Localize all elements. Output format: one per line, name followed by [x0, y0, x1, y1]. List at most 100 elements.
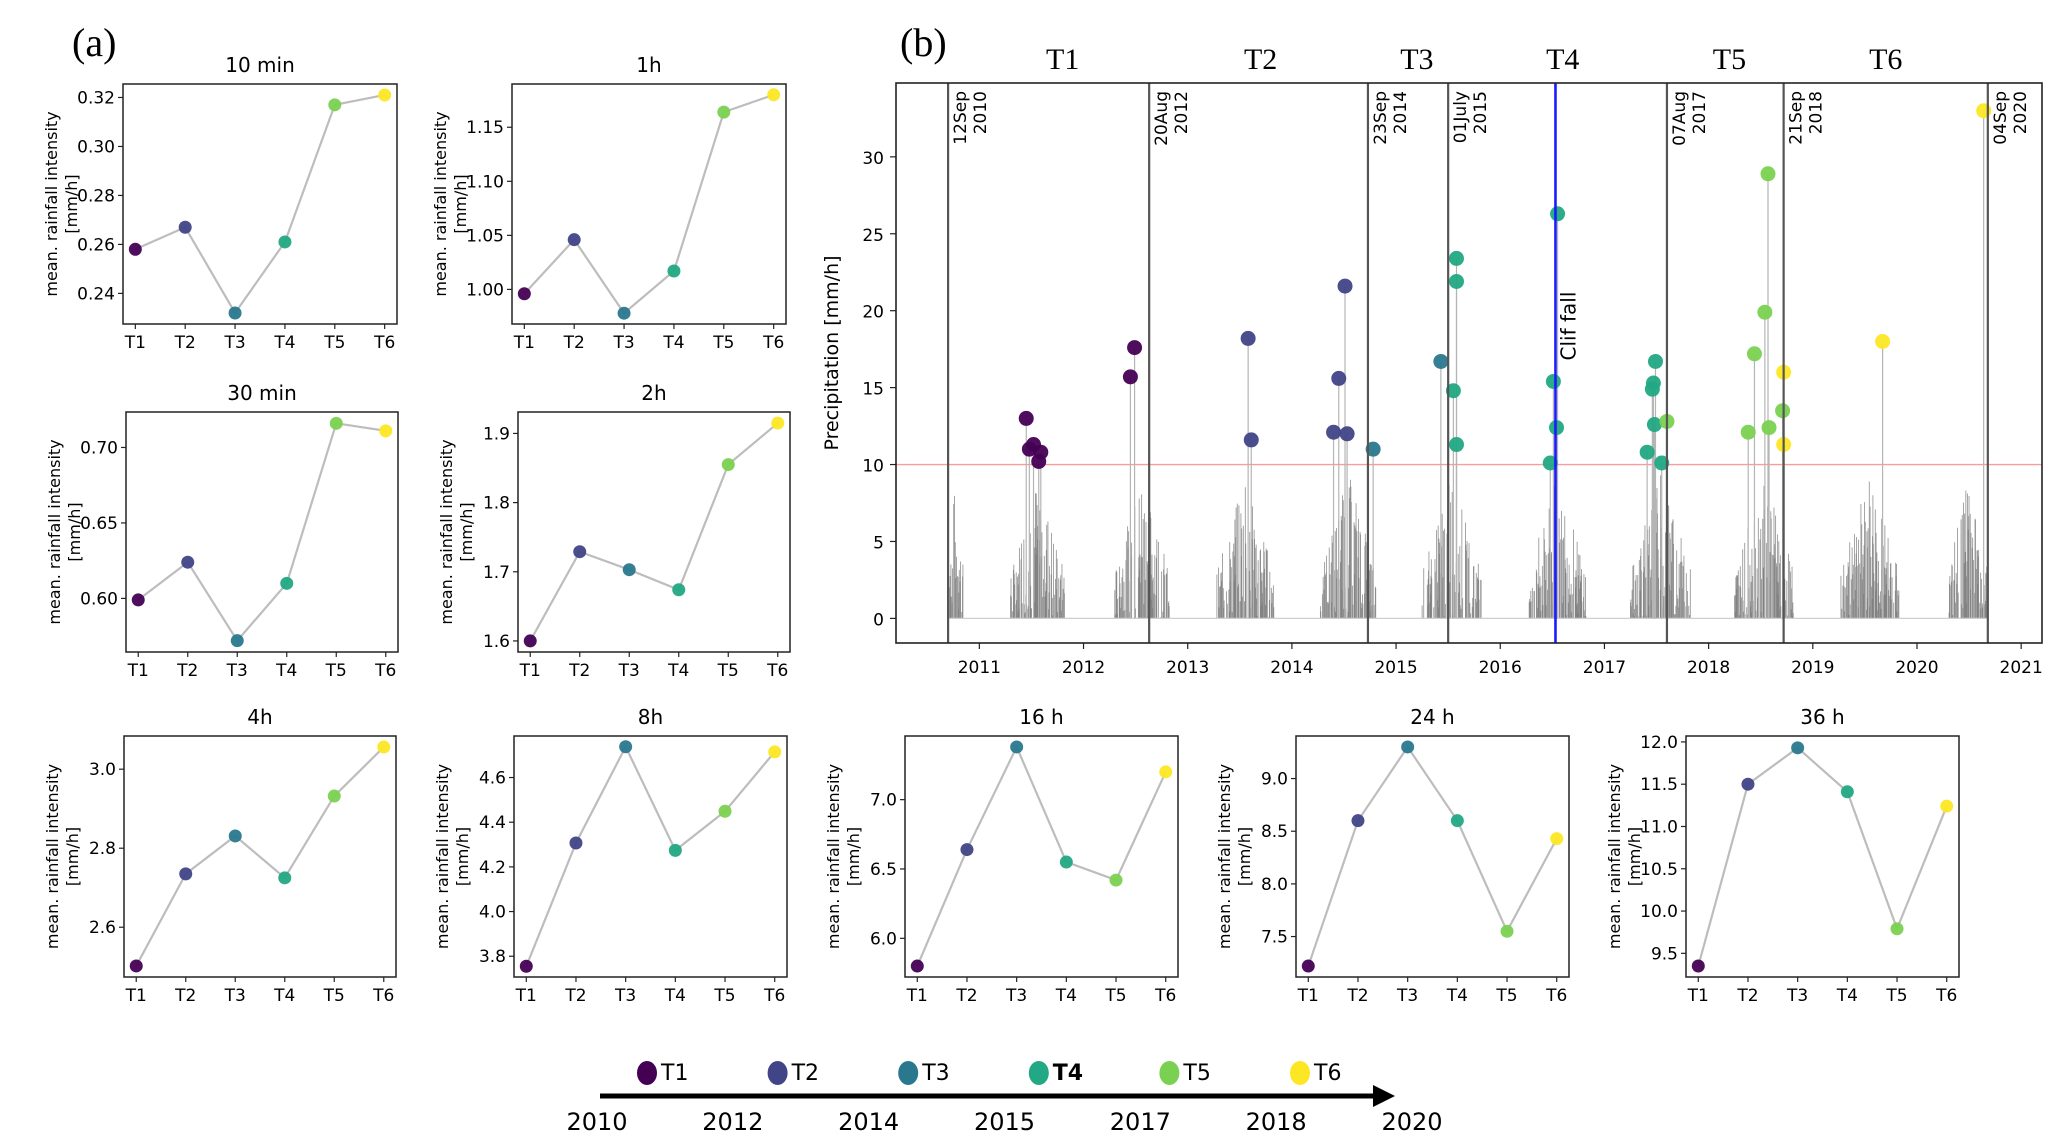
- event-point-T4: [1639, 444, 1655, 460]
- plot-frame: [517, 411, 791, 653]
- event-point-T4: [1645, 375, 1661, 391]
- boundary-date-label: 23Sep2014: [1371, 91, 1411, 145]
- plot-frame: [511, 83, 787, 325]
- y-tick-label: 1.15: [466, 118, 504, 138]
- y-tick-label: 1.00: [466, 280, 504, 300]
- y-tick-label: 10.5: [1640, 860, 1678, 880]
- chart-4h: 4h 2.6 2.8 3.0 T1 T2 T3 T4 T5 T6 mean. rainfall in…: [43, 705, 397, 1006]
- y-tick-label: 0.24: [77, 284, 115, 304]
- x-tick-label: 2014: [1270, 658, 1313, 678]
- event-point-T5: [1761, 420, 1777, 436]
- x-tick-label: T3: [612, 333, 634, 353]
- y-tick-label: 5: [873, 533, 884, 553]
- series-line: [529, 422, 779, 642]
- y-tick-label: 8.5: [1261, 822, 1288, 842]
- event-point-T3: [1433, 353, 1449, 369]
- x-tick-label: T2: [564, 986, 586, 1006]
- event-point-T1: [1127, 340, 1143, 356]
- y-tick-label: 30: [862, 149, 884, 169]
- x-tick-label: T4: [1836, 986, 1858, 1006]
- data-point-T2: [179, 867, 193, 881]
- chart-title: 36 h: [1800, 705, 1844, 729]
- y-tick-label: 1.9: [483, 424, 510, 444]
- y-tick-label: 4.0: [479, 903, 506, 923]
- timeline-year-label: 2018: [1246, 1108, 1307, 1136]
- series-line: [137, 422, 386, 643]
- boundary-date-label: 01July2015: [1451, 91, 1491, 143]
- x-tick-label: T2: [563, 333, 585, 353]
- chart-title: 2h: [641, 381, 666, 405]
- event-point-T2: [1331, 370, 1347, 386]
- extreme-events: [1018, 103, 1992, 619]
- plot-frame: [904, 735, 1179, 978]
- data-point-T2: [1741, 777, 1755, 791]
- timeline-dot-T3: [898, 1061, 919, 1085]
- y-tick-label: 25: [862, 226, 884, 246]
- y-tick-label: 1.7: [483, 563, 510, 583]
- data-point-T6: [771, 416, 785, 430]
- timeline-year-label: 2010: [566, 1108, 627, 1136]
- data-point-T3: [230, 634, 244, 648]
- x-tick-label: T5: [1104, 986, 1126, 1006]
- series-line: [134, 93, 385, 316]
- data-point-T2: [178, 220, 192, 234]
- x-tick-label: 2021: [2000, 658, 2043, 678]
- x-tick-label: T2: [955, 986, 977, 1006]
- data-point-T2: [960, 843, 974, 857]
- chart-24-h: 24 h 7.5 8.0 8.5 9.0 T1 T2 T3 T4 T5 T6 mean. rainfa…: [1215, 705, 1570, 1006]
- x-tick-label: T5: [1885, 986, 1907, 1006]
- chart-16-h: 16 h 6.0 6.5 7.0 T1 T2 T3 T4 T5 T6 mean. rainfall …: [824, 705, 1179, 1006]
- precipitation-timeseries-chart: 12Sep2010 20Aug2012 23Sep2014 01July2015 07A…: [821, 43, 2043, 678]
- x-tick-label: 2015: [1374, 658, 1417, 678]
- timeline-label-T2: T2: [791, 1061, 819, 1086]
- data-point-T5: [329, 416, 343, 430]
- event-point-T5: [1757, 304, 1773, 320]
- x-tick-label: T6: [373, 333, 395, 353]
- y-tick-label: 4.4: [479, 813, 506, 833]
- period-label-T4: T4: [1546, 43, 1579, 76]
- period-label-T6: T6: [1869, 43, 1902, 76]
- series-line: [1697, 746, 1948, 967]
- event-point-T4: [1646, 417, 1662, 433]
- y-tick-label: 10: [862, 457, 884, 477]
- x-tick-label: T6: [766, 661, 788, 681]
- y-tick-label: 0: [873, 610, 884, 630]
- chart-title: 1h: [636, 53, 661, 77]
- event-point-T2: [1339, 426, 1355, 442]
- x-tick-label: 2020: [1895, 658, 1938, 678]
- x-tick-label: T2: [174, 333, 196, 353]
- x-tick-label: T5: [713, 986, 735, 1006]
- period-label-T1: T1: [1046, 43, 1079, 76]
- data-point-T6: [377, 740, 391, 754]
- x-tick-label: T3: [1396, 986, 1418, 1006]
- data-point-T1: [128, 242, 142, 256]
- timeline-dot-T1: [637, 1061, 657, 1085]
- x-tick-label: T4: [664, 986, 686, 1006]
- y-tick-label: 2.8: [89, 839, 116, 859]
- plot-frame: [895, 82, 2043, 644]
- x-tick-label: T5: [323, 986, 345, 1006]
- panel-b-label: (b): [900, 20, 947, 65]
- data-point-T1: [519, 959, 533, 973]
- event-point-T4: [1542, 455, 1558, 471]
- data-point-T6: [378, 88, 392, 102]
- y-tick-label: 11.0: [1640, 817, 1678, 837]
- x-tick-label: T4: [275, 661, 297, 681]
- cliff-fall-label: Clif fall: [1556, 292, 1580, 361]
- data-point-T6: [1940, 799, 1954, 813]
- chart-title: 30 min: [227, 381, 297, 405]
- x-tick-label: T2: [1346, 986, 1368, 1006]
- y-tick-label: 9.5: [1651, 944, 1678, 964]
- x-tick-label: T3: [223, 333, 245, 353]
- event-point-T1: [1018, 410, 1034, 426]
- plot-frame: [123, 735, 397, 978]
- y-tick-label: 8.0: [1261, 875, 1288, 895]
- data-point-T3: [617, 306, 631, 320]
- event-point-T1: [1122, 369, 1138, 385]
- chart-title: 8h: [638, 705, 663, 729]
- panel-a-label: (a): [72, 20, 116, 65]
- y-tick-label: 20: [862, 303, 884, 323]
- data-point-T5: [721, 458, 735, 472]
- event-point-T4: [1445, 383, 1461, 399]
- boundary-date-label: 12Sep2010: [951, 91, 991, 145]
